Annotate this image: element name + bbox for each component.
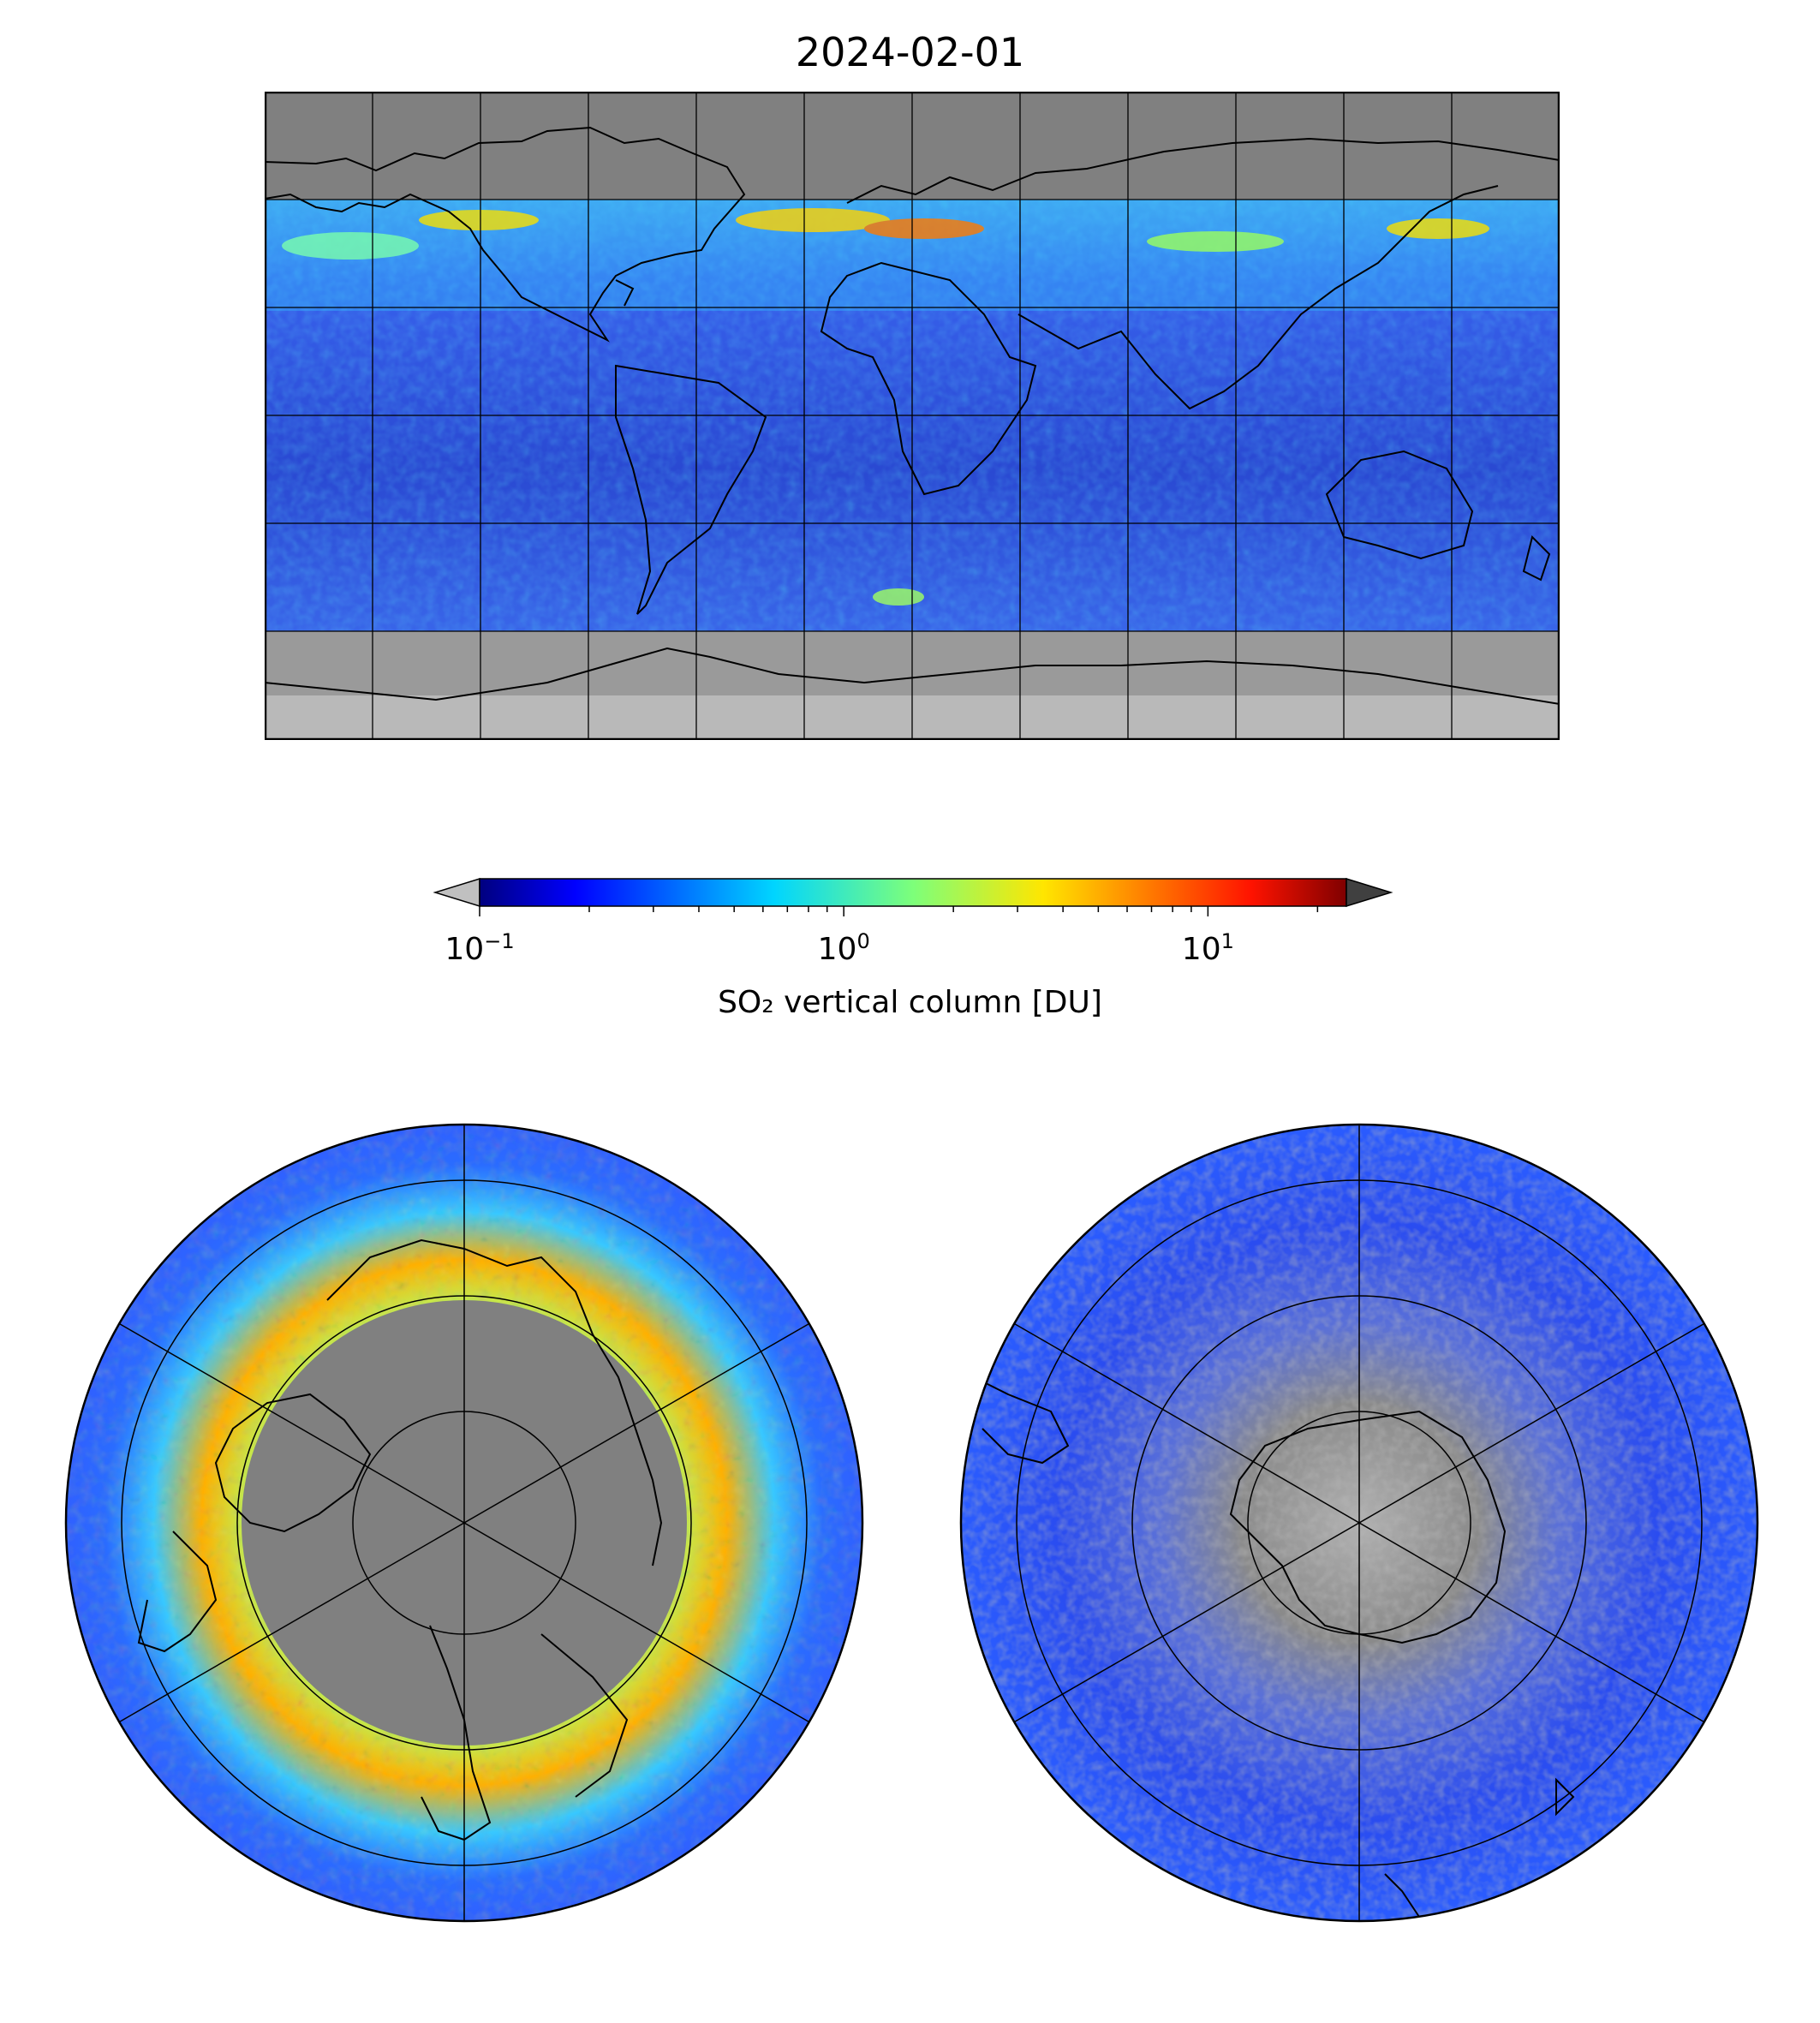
- global-high-values: [282, 208, 1489, 606]
- north-gridlines: [115, 1125, 814, 1921]
- colorbar-tick-label: 100: [817, 929, 870, 967]
- global-coastlines: [265, 126, 1560, 705]
- north-map-frame: [64, 1123, 864, 1923]
- north-polar-map: [64, 1123, 864, 1923]
- south-polar-map: [959, 1123, 1759, 1923]
- south-map-frame: [959, 1123, 1759, 1923]
- colorbar-label: SO₂ vertical column [DU]: [718, 985, 1102, 1020]
- colorbar-over-extension: [1346, 877, 1393, 908]
- south-gridlines: [1010, 1125, 1709, 1921]
- global-map: [265, 92, 1560, 740]
- colorbar-ticks: [479, 906, 1319, 916]
- global-map-frame: [265, 92, 1560, 740]
- figure-title: 2024-02-01: [795, 29, 1025, 75]
- colorbar-tick-label: 10−1: [445, 929, 515, 967]
- colorbar: [433, 877, 1393, 916]
- global-gridlines: [265, 92, 1560, 740]
- colorbar-gradient: [479, 878, 1347, 907]
- colorbar-under-extension: [433, 877, 480, 908]
- north-coastlines: [137, 1238, 663, 1841]
- colorbar-tick-label: 101: [1181, 929, 1234, 967]
